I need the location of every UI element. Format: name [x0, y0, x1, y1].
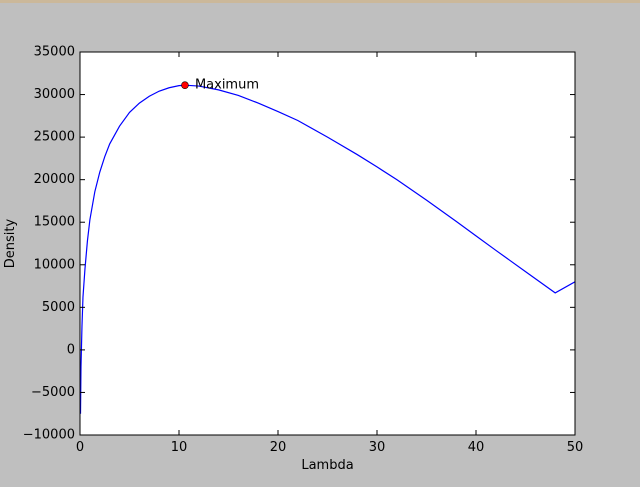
y-tick-label: 20000 — [34, 172, 75, 187]
x-tick-label: 0 — [76, 440, 84, 455]
x-tick-label: 40 — [468, 440, 485, 455]
y-tick-label: 0 — [67, 342, 75, 357]
y-tick-label: 5000 — [42, 300, 75, 315]
y-tick-label: 25000 — [34, 130, 75, 145]
maximum-marker — [181, 81, 189, 89]
y-tick-label: −10000 — [23, 428, 75, 443]
window-top-border — [0, 0, 640, 3]
y-tick-label: 15000 — [34, 215, 75, 230]
x-tick-label: 30 — [369, 440, 386, 455]
y-tick-label: 10000 — [34, 257, 75, 272]
x-tick-label: 50 — [567, 440, 584, 455]
y-axis-label: Density — [3, 218, 18, 268]
maximum-annotation-label: Maximum — [195, 78, 259, 93]
y-tick-label: −5000 — [31, 385, 75, 400]
x-tick-label: 20 — [270, 440, 287, 455]
y-tick-label: 30000 — [34, 87, 75, 102]
x-tick-label: 10 — [171, 440, 188, 455]
plot-area — [80, 52, 575, 435]
x-axis-label: Lambda — [301, 458, 353, 473]
plot-frame — [79, 51, 576, 436]
y-tick-label: 35000 — [34, 45, 75, 60]
